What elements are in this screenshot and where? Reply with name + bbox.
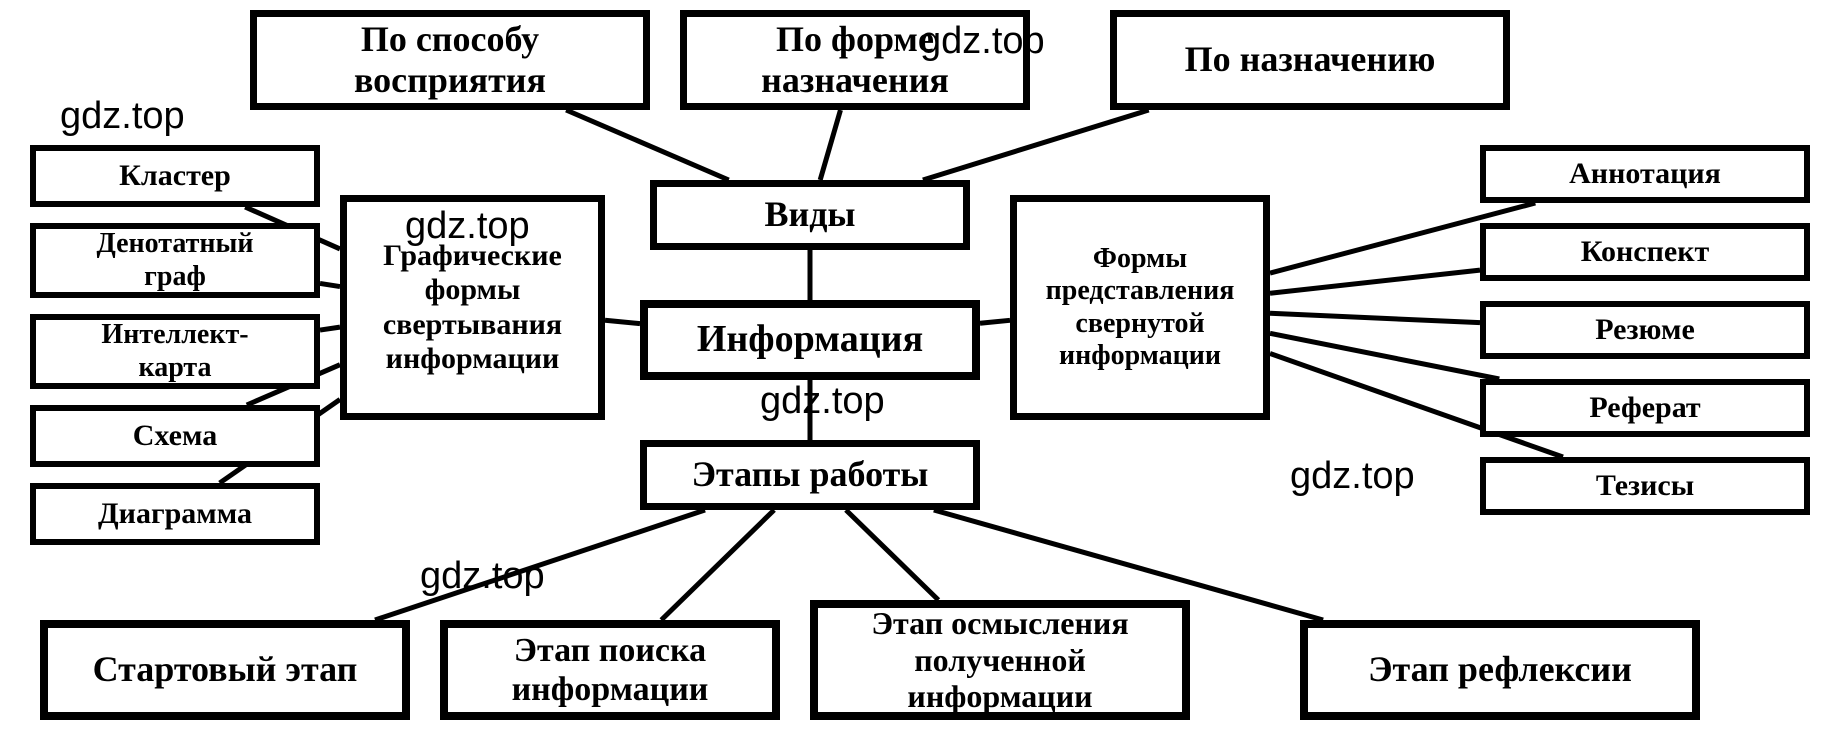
- edge-n_graphic_forms-n_intellect: [320, 327, 340, 330]
- watermark: gdz.top: [1290, 455, 1415, 498]
- edge-n_present_forms-n_referat: [1270, 333, 1499, 379]
- watermark: gdz.top: [405, 205, 530, 248]
- edge-n_stages-n_comprehend: [846, 510, 938, 600]
- node-n_purpose: По назначению: [1110, 10, 1510, 110]
- edge-n_info-n_graphic_forms: [605, 320, 640, 323]
- node-label: Денотатныйграф: [96, 228, 253, 292]
- node-label: Диаграмма: [98, 497, 252, 532]
- node-n_start: Стартовый этап: [40, 620, 410, 720]
- node-label: Схема: [133, 419, 217, 454]
- node-label: Информация: [697, 318, 923, 362]
- watermark: gdz.top: [920, 20, 1045, 63]
- node-n_summary_notes: Конспект: [1480, 223, 1810, 281]
- node-label: Этап осмысленияполученнойинформации: [871, 605, 1128, 715]
- node-n_reflex: Этап рефлексии: [1300, 620, 1700, 720]
- node-label: Виды: [764, 194, 855, 235]
- node-n_present_forms: Формыпредставлениясвернутойинформации: [1010, 195, 1270, 420]
- node-n_intellect: Интеллект-карта: [30, 314, 320, 389]
- node-label: Формыпредставлениясвернутойинформации: [1046, 243, 1235, 372]
- watermark: gdz.top: [420, 555, 545, 598]
- node-n_scheme: Схема: [30, 405, 320, 467]
- edge-n_present_forms-n_resume: [1270, 313, 1480, 322]
- node-label: Графическиеформысвертыванияинформации: [383, 239, 562, 377]
- node-n_search: Этап поискаинформации: [440, 620, 780, 720]
- node-n_referat: Реферат: [1480, 379, 1810, 437]
- node-n_cluster: Кластер: [30, 145, 320, 207]
- edge-n_present_forms-n_summary_notes: [1270, 270, 1480, 293]
- node-label: Резюме: [1595, 313, 1695, 348]
- edge-n_purpose-n_types: [923, 110, 1149, 180]
- node-n_comprehend: Этап осмысленияполученнойинформации: [810, 600, 1190, 720]
- node-label: По способувосприятия: [354, 19, 546, 102]
- node-n_perception: По способувосприятия: [250, 10, 650, 110]
- node-label: Этапы работы: [692, 454, 929, 495]
- node-n_info: Информация: [640, 300, 980, 380]
- node-n_theses: Тезисы: [1480, 457, 1810, 515]
- node-n_resume: Резюме: [1480, 301, 1810, 359]
- node-label: Кластер: [119, 159, 231, 194]
- node-label: Этап рефлексии: [1368, 649, 1632, 690]
- edge-n_perception-n_types: [566, 110, 729, 180]
- edge-n_purpose_form-n_types: [820, 110, 840, 180]
- node-n_diagram: Диаграмма: [30, 483, 320, 545]
- node-label: Реферат: [1589, 391, 1700, 426]
- edge-n_stages-n_search: [661, 510, 774, 620]
- watermark: gdz.top: [760, 380, 885, 423]
- node-label: Аннотация: [1569, 157, 1721, 192]
- node-label: Этап поискаинформации: [512, 631, 709, 709]
- diagram-canvas: По способувосприятияПо форменазначенияПо…: [0, 0, 1847, 739]
- watermark: gdz.top: [60, 95, 185, 138]
- node-n_denotat: Денотатныйграф: [30, 223, 320, 298]
- node-label: По назначению: [1185, 39, 1436, 80]
- node-label: Интеллект-карта: [101, 319, 248, 383]
- node-label: Тезисы: [1596, 469, 1694, 504]
- node-n_types: Виды: [650, 180, 970, 250]
- node-n_annotation: Аннотация: [1480, 145, 1810, 203]
- edge-n_graphic_forms-n_denotat: [320, 283, 340, 286]
- node-n_stages: Этапы работы: [640, 440, 980, 510]
- edge-n_info-n_present_forms: [980, 320, 1010, 323]
- node-label: Конспект: [1581, 235, 1709, 270]
- node-label: Стартовый этап: [93, 649, 358, 690]
